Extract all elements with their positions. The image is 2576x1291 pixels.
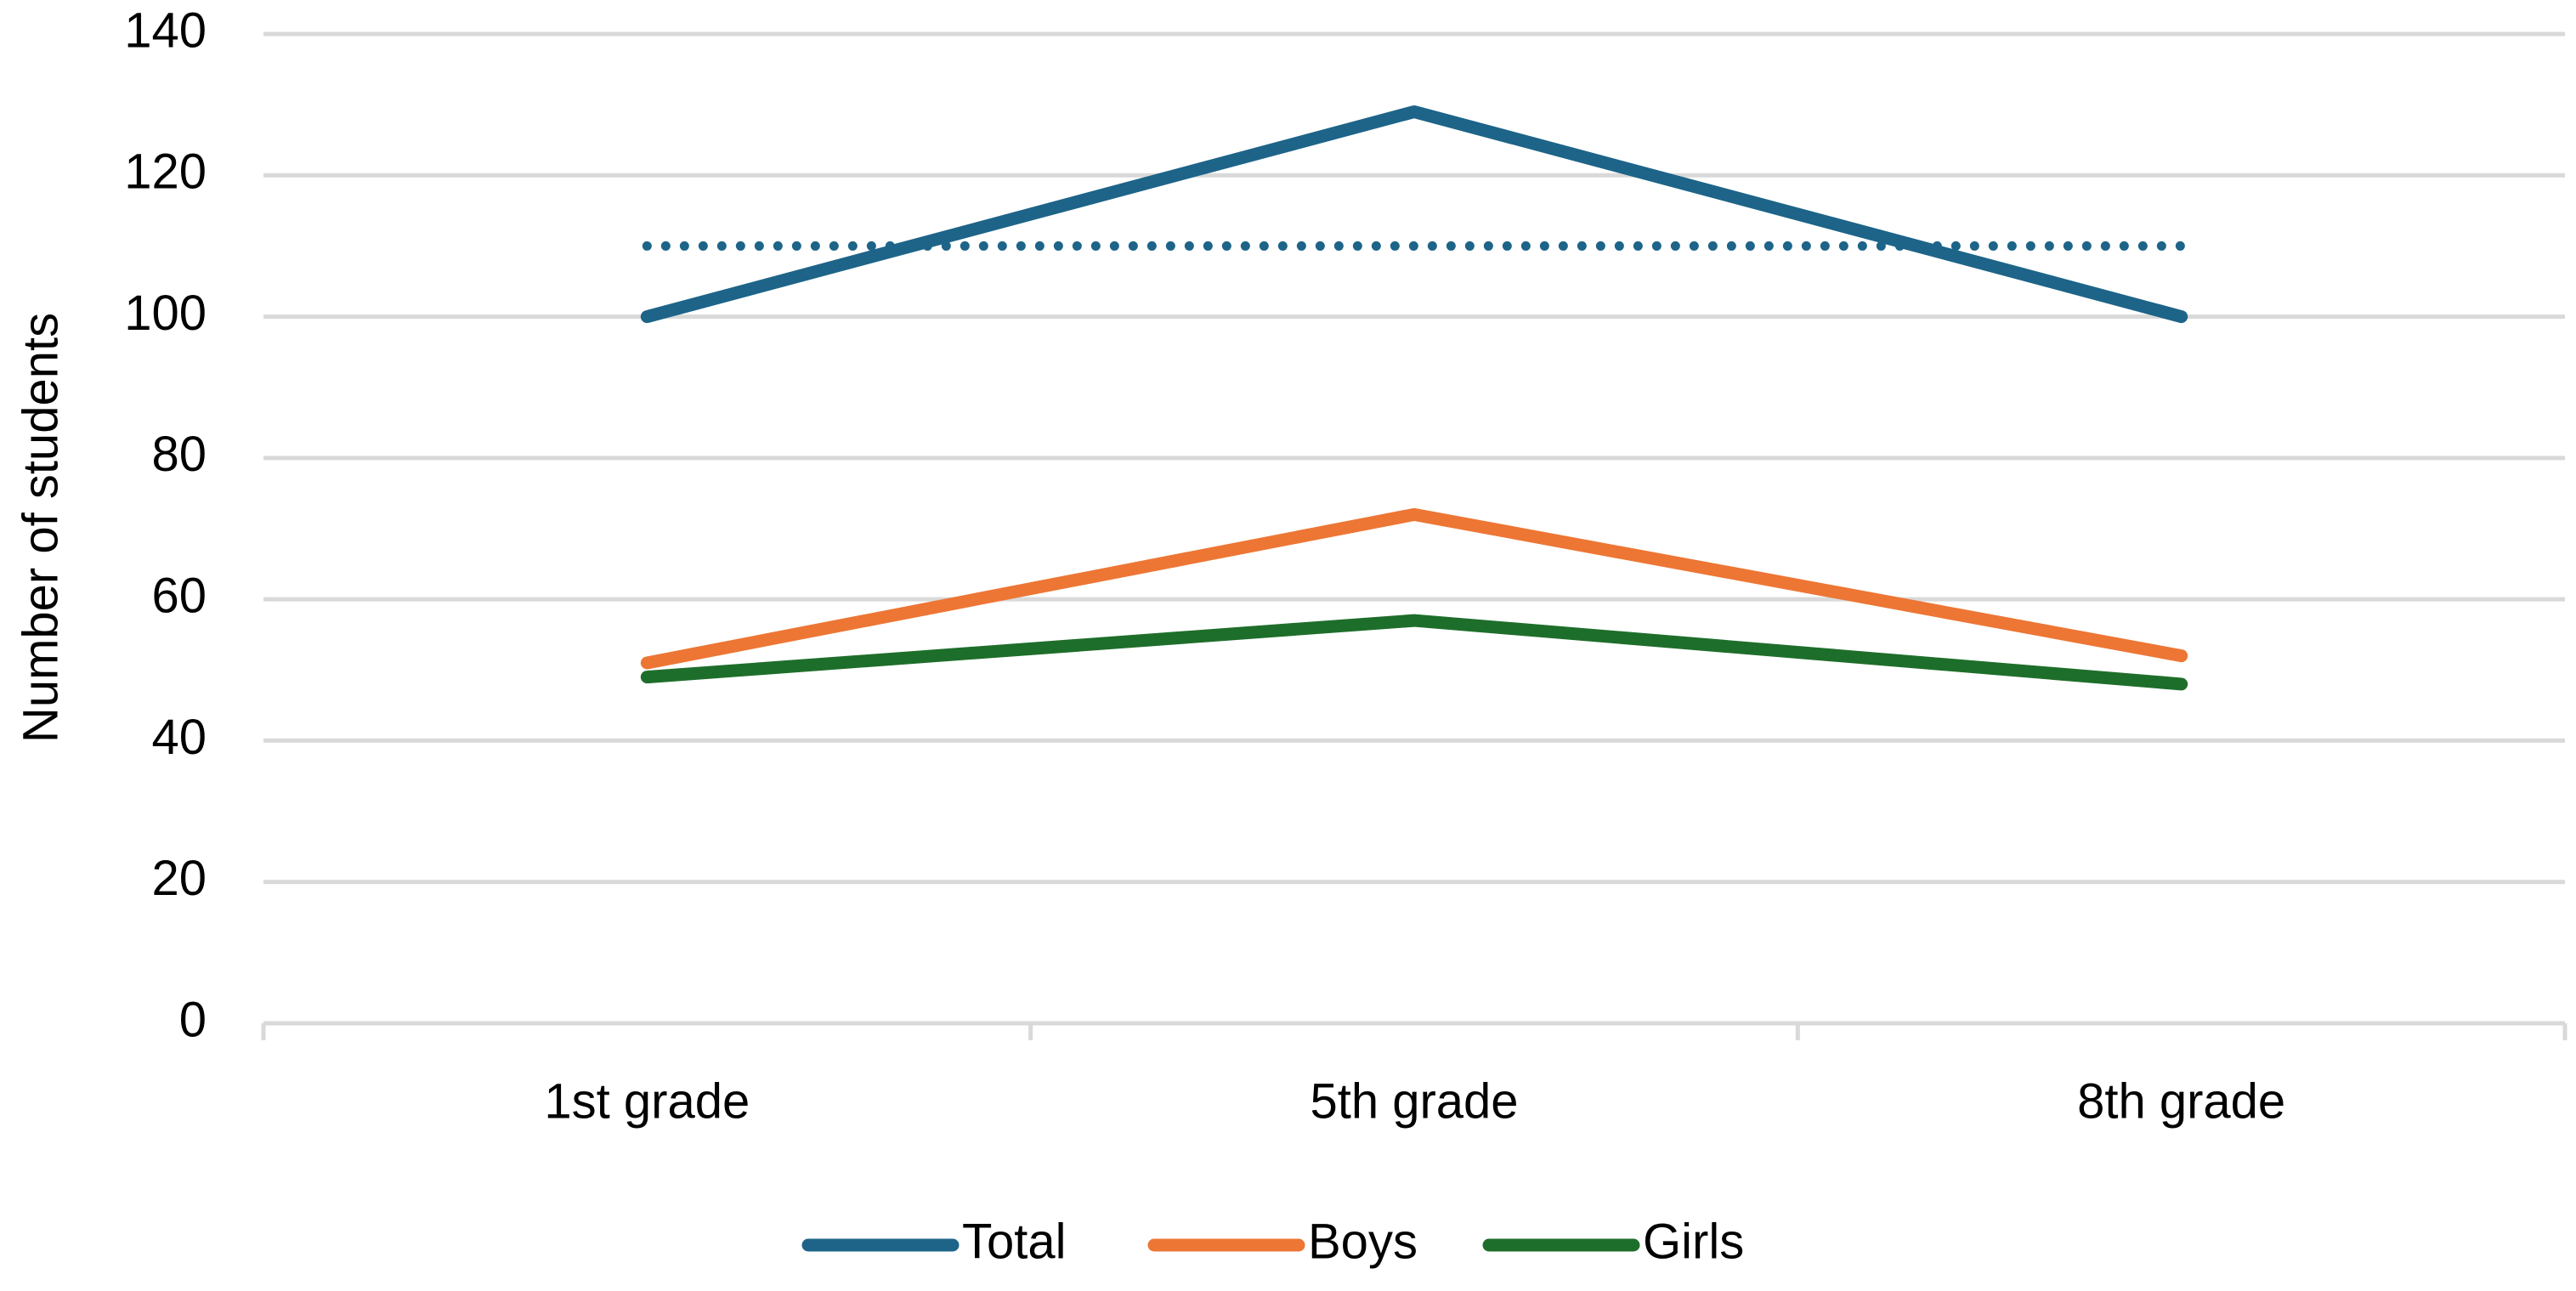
y-tick-label: 100 — [124, 286, 207, 341]
legend-label: Girls — [1643, 1214, 1744, 1269]
legend-label: Total — [962, 1214, 1067, 1269]
y-tick-label: 140 — [124, 3, 207, 58]
y-tick-label: 20 — [151, 851, 207, 906]
x-tick-label: 8th grade — [2077, 1073, 2285, 1129]
y-tick-label: 0 — [179, 992, 207, 1047]
y-tick-label: 40 — [151, 710, 207, 765]
x-tick-label: 5th grade — [1310, 1073, 1518, 1129]
y-axis-title: Number of students — [13, 313, 68, 743]
x-tick-label: 1st grade — [544, 1073, 750, 1129]
y-tick-label: 120 — [124, 144, 207, 200]
line-series — [640, 614, 2188, 691]
line-series — [640, 105, 2188, 324]
legend-label: Boys — [1308, 1214, 1418, 1269]
y-tick-label: 60 — [151, 568, 207, 623]
line-series — [640, 507, 2188, 670]
y-tick-label: 80 — [151, 427, 207, 482]
